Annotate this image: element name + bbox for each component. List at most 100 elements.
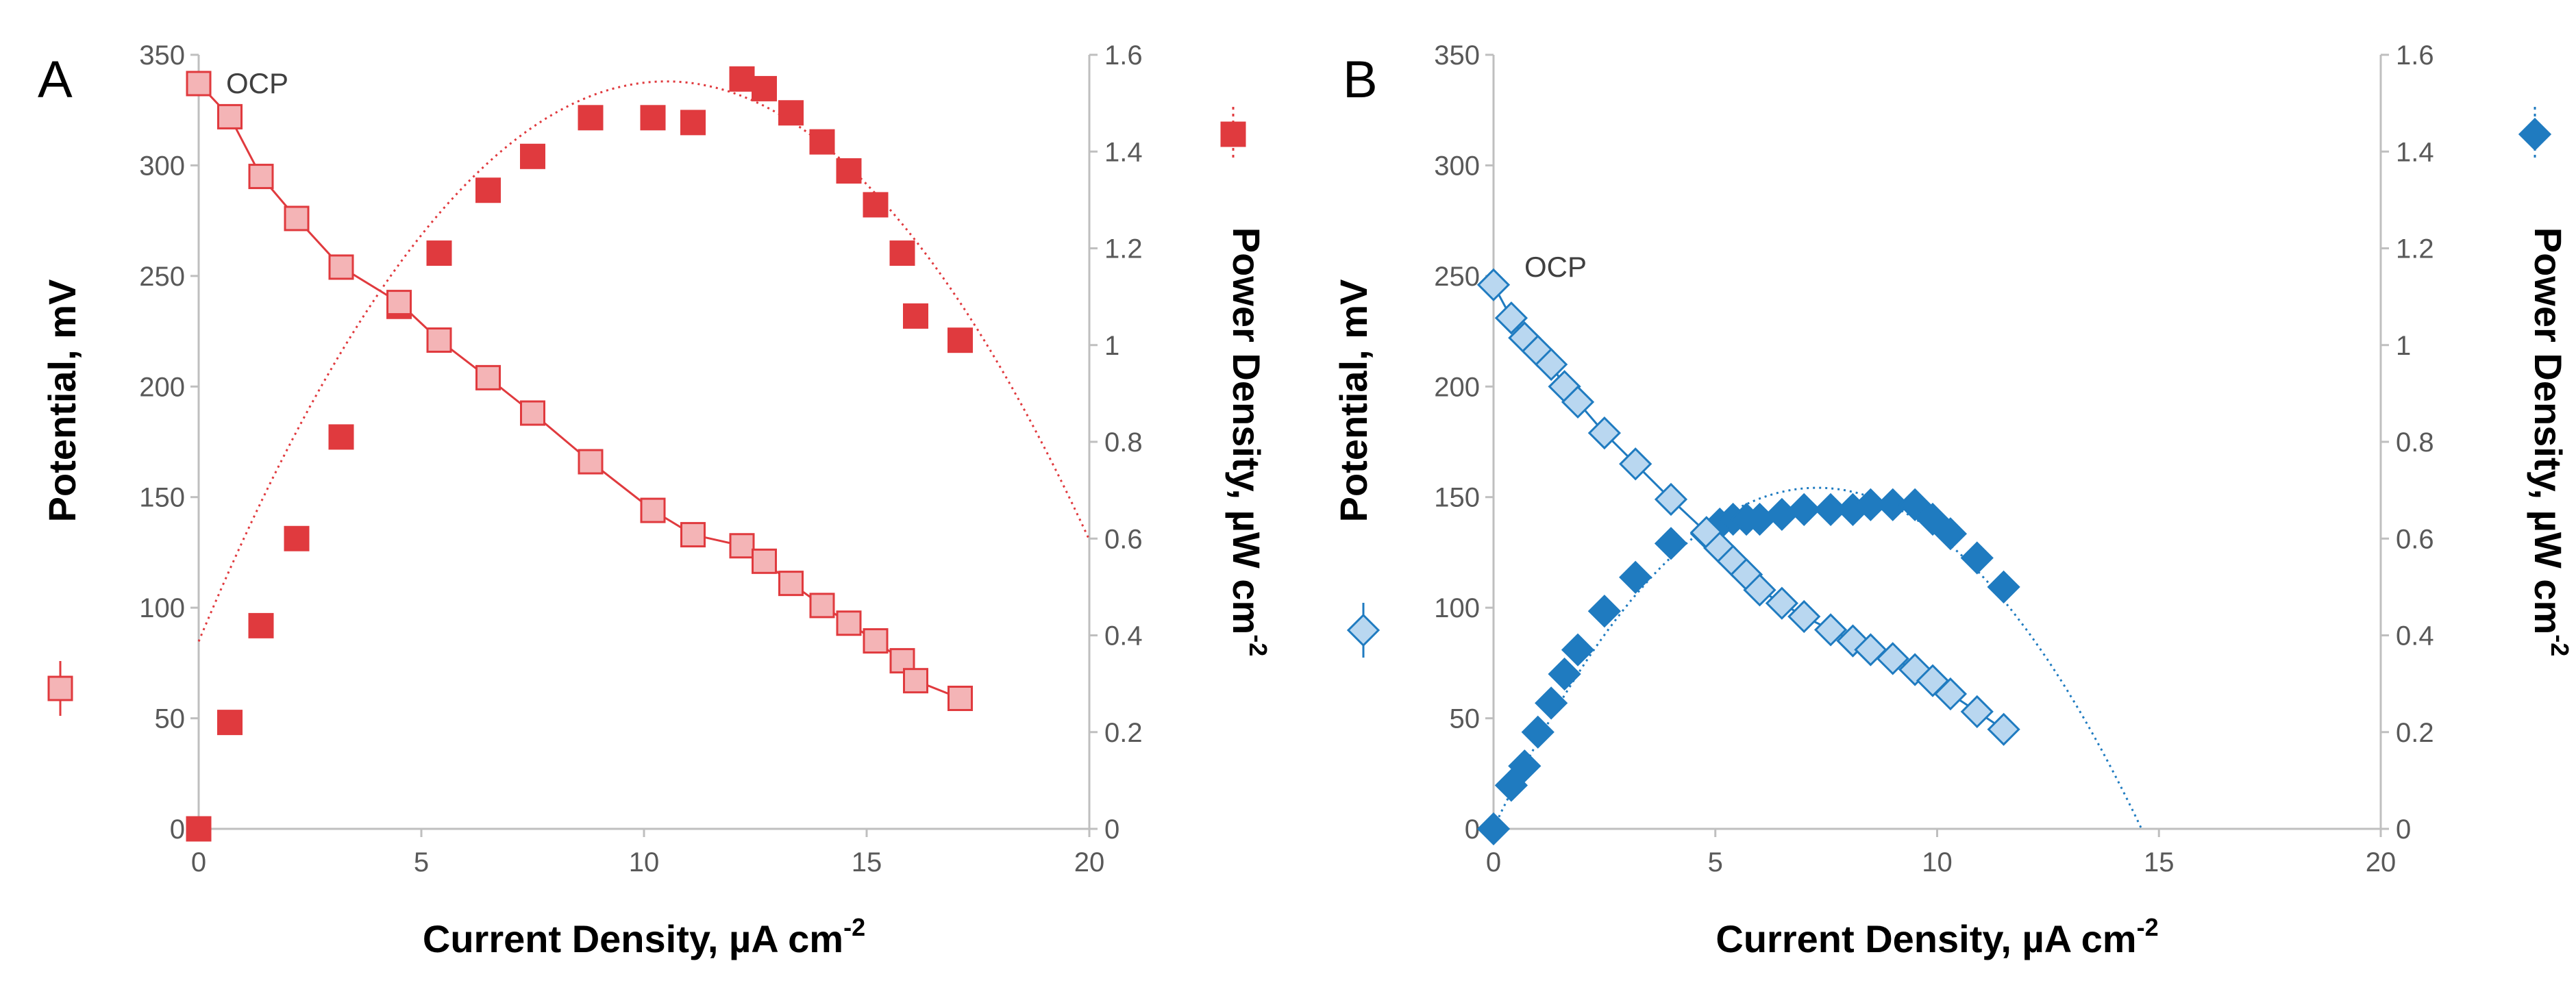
legend-left-glyph [47,661,73,716]
power-point [1916,502,1950,536]
power-point [1854,488,1887,521]
potential-point [729,533,755,559]
potential-point [1765,586,1798,620]
potential-point [217,103,243,129]
potential-point [426,327,452,353]
power-point [1619,560,1652,594]
potential-point [1587,416,1621,450]
right-tick-label: 0 [1104,814,1119,845]
x-axis-title: Current Density, µA cm-2 [423,913,865,960]
left-tick-label: 300 [139,151,185,181]
power-point [1787,493,1821,526]
power-point [1933,517,1968,551]
left-tick-label: 350 [1434,40,1480,71]
x-tick-label: 15 [852,847,882,877]
potential-point [778,571,804,597]
right-y-axis-title: Power Density, µW cm-2 [1225,227,1272,657]
panel-a: 05010015020025030035000.20.40.60.811.21.… [38,40,1272,960]
power-point [863,192,889,218]
x-tick-label: 10 [1922,847,1953,877]
legend-right-marker [1220,121,1246,147]
left-tick-label: 150 [1434,483,1480,513]
panel-letter: B [1343,51,1378,109]
potential-point [328,254,354,280]
left-tick-label: 150 [139,483,185,513]
legend-left-marker [1346,613,1380,647]
left-tick-label: 250 [1434,262,1480,292]
power-point [680,110,706,136]
right-tick-label: 0.2 [2396,718,2434,748]
power-point [729,66,755,92]
right-tick-label: 0.6 [1104,524,1143,554]
left-tick-label: 300 [1434,151,1480,181]
x-tick-label: 0 [1486,847,1501,877]
x-tick-label: 10 [629,847,660,877]
power-point [1535,686,1568,720]
power-point [1813,493,1848,526]
power-point [1898,488,1932,521]
potential-point [578,449,604,475]
potential-point [836,610,862,636]
power-point [284,525,310,551]
potential-point [1561,385,1595,419]
power-point [1876,488,1909,521]
potential-point [1619,447,1652,481]
potential-point [520,400,545,426]
power-point [217,710,243,736]
power-point [1476,812,1511,846]
left-y-axis-title: Potential, mV [1332,279,1375,523]
potential-point [752,548,777,574]
right-tick-label: 0.8 [1104,427,1143,458]
right-tick-label: 0.4 [2396,621,2434,651]
right-tick-label: 0 [2396,814,2411,845]
power-point [889,240,915,266]
x-tick-label: 0 [191,847,206,877]
right-tick-label: 1.2 [1104,234,1143,264]
legend-right-glyph [2518,107,2552,162]
left-tick-label: 50 [1450,704,1481,734]
potential-point [1535,347,1568,382]
potential-point [1933,677,1968,711]
ocp-annotation: OCP [1524,251,1587,283]
right-tick-label: 0.2 [1104,718,1143,748]
x-axis-title: Current Density, µA cm-2 [1716,913,2158,960]
right-tick-label: 0.6 [2396,524,2434,554]
legend-right-marker [2518,117,2552,151]
power-point [578,105,604,131]
left-tick-label: 50 [155,704,186,734]
power-point [1960,541,1994,575]
right-y-axis-title: Power Density, µW cm-2 [2527,227,2574,657]
right-tick-label: 1.2 [2396,234,2434,264]
potential-point [1960,695,1994,729]
potential-point [1476,268,1511,301]
right-tick-label: 1.4 [2396,137,2434,167]
power-point [640,105,666,131]
power-point [778,100,804,126]
power-point [426,240,452,266]
power-point [752,75,777,101]
potential-point [1813,613,1848,647]
power-point [1548,657,1581,691]
power-point [1508,749,1541,783]
right-tick-label: 1.6 [1104,40,1143,71]
panel-letter: A [38,51,73,109]
power-point [1561,633,1595,667]
x-tick-label: 5 [414,847,429,877]
power-point [328,424,354,450]
right-tick-label: 1.6 [2396,40,2434,71]
power-point [1521,715,1555,749]
potential-point [475,364,501,390]
potential-point [284,206,310,232]
left-tick-label: 200 [139,372,185,402]
x-tick-label: 20 [2366,847,2397,877]
ocp-annotation: OCP [226,67,288,99]
potential-point [863,628,889,654]
x-tick-label: 15 [2144,847,2175,877]
potential-point [248,164,274,190]
left-tick-label: 350 [139,40,185,71]
power-fit-curve [1492,486,2142,829]
power-point [1494,769,1528,802]
power-point [248,612,274,638]
power-point [903,303,928,329]
legend-left-glyph [1346,603,1380,658]
